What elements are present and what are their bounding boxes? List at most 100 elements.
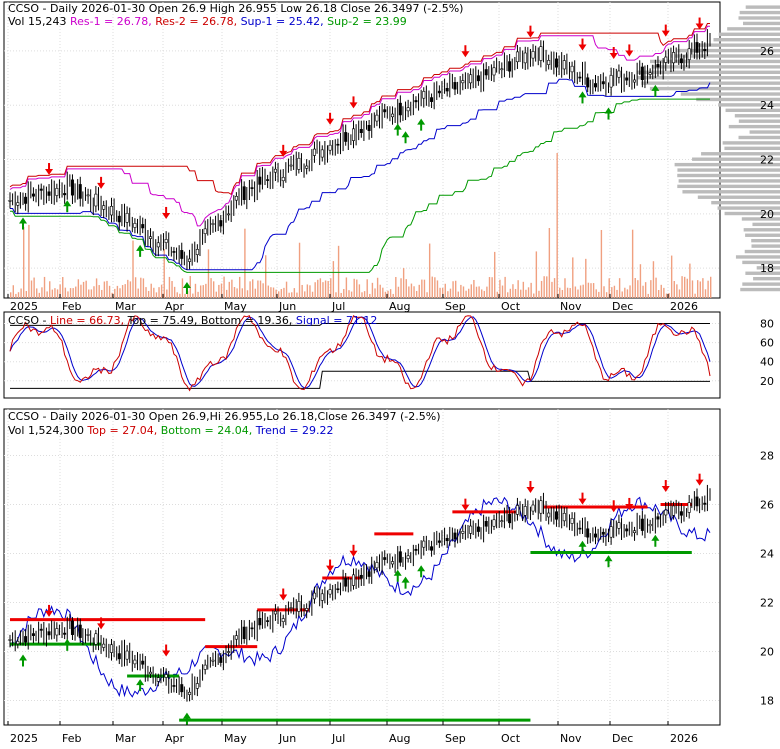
volume-bar: [678, 289, 681, 298]
price-candle: [500, 68, 504, 71]
volume-bar: [179, 293, 181, 298]
volume-bar: [85, 280, 87, 298]
buy-arrow-1-head: [63, 200, 72, 207]
price-candle: [117, 653, 121, 660]
volume-bar: [228, 281, 230, 298]
trend-sell-arrow-1-head: [97, 623, 106, 630]
buy-arrow-8-head: [604, 107, 613, 114]
volume-bar: [462, 286, 465, 298]
volume-bar: [23, 226, 25, 298]
profile-bar: [745, 5, 780, 9]
price-candle: [266, 620, 270, 622]
volume-bar: [600, 229, 603, 298]
trend-sell-arrow-4-head: [326, 565, 335, 572]
volume-bar: [275, 289, 277, 298]
profile-bar: [717, 206, 780, 210]
price-candle: [515, 51, 519, 63]
volume-bar: [660, 284, 662, 298]
volume-bar: [428, 243, 431, 298]
y-tick-80: 80: [760, 317, 774, 330]
price-candle: [24, 196, 28, 204]
sell-arrow-7-head: [526, 31, 535, 38]
buy-arrow-5-head: [401, 131, 410, 138]
price-candle: [648, 72, 652, 75]
sell-arrow-9-head: [609, 52, 618, 59]
volume-bar: [631, 229, 634, 298]
price-candle: [211, 223, 215, 225]
profile-bar: [742, 282, 780, 286]
volume-bar: [140, 277, 142, 298]
price-candle: [211, 659, 215, 662]
volume-bar: [366, 279, 368, 298]
price-candle: [687, 502, 691, 513]
price-candle: [188, 258, 192, 262]
price-candle: [102, 205, 106, 210]
volume-bar: [186, 290, 189, 298]
price-candle: [47, 191, 51, 196]
price-candle: [687, 48, 691, 60]
volume-bar: [644, 282, 647, 298]
volume-bar: [657, 290, 660, 298]
price-candle: [570, 65, 574, 73]
volume-bar: [64, 287, 67, 298]
volume-bar: [663, 287, 665, 298]
price-candle: [648, 523, 652, 527]
profile-bar: [678, 179, 780, 183]
volume-bar: [293, 288, 296, 298]
price-candle: [601, 81, 605, 85]
panel2-legend: CCSO - Line = 66.73, Top = 75.49, Bottom…: [8, 314, 377, 327]
month-label-5: Jun: [278, 300, 296, 313]
price-candle: [125, 650, 129, 660]
volume-bar: [598, 291, 600, 298]
price-candle: [227, 213, 231, 216]
price-candle: [437, 540, 441, 543]
volume-bar: [194, 283, 197, 298]
y-tick-22: 22: [760, 154, 774, 167]
volume-bar: [533, 293, 535, 298]
sell-arrow-6-head: [461, 51, 470, 58]
volume-bar: [238, 276, 241, 298]
volume-bar: [413, 286, 415, 298]
profile-bar: [742, 260, 780, 265]
volume-bar: [704, 289, 707, 298]
y-tick-28: 28: [760, 450, 774, 463]
panel1-title: CCSO - Daily 2026-01-30 Open 26.9 High 2…: [8, 2, 463, 15]
price-candle: [39, 188, 43, 191]
volume-bar: [382, 287, 384, 298]
price-candle: [141, 660, 145, 665]
volume-bar: [522, 281, 525, 298]
price-candle: [78, 184, 82, 199]
volume-bar: [75, 286, 77, 298]
volume-bar: [670, 255, 673, 298]
price-candle: [562, 60, 566, 70]
volume-bar: [540, 280, 543, 298]
price-candle: [375, 562, 379, 569]
trend-sell-arrow-7-head: [526, 486, 535, 493]
volume-bar: [478, 286, 480, 298]
volume-bar: [512, 284, 514, 298]
price-candle: [133, 659, 137, 665]
price-candle: [312, 592, 316, 600]
volume-bar: [592, 283, 595, 298]
price-candle: [203, 664, 207, 670]
price-candle: [422, 540, 426, 548]
y-tick-20: 20: [760, 375, 774, 388]
volume-bar: [199, 285, 202, 298]
price-candle: [695, 496, 699, 507]
volume-bar: [184, 293, 186, 298]
volume-bar: [694, 293, 696, 298]
month-label-8: Sep: [445, 732, 466, 745]
volume-bar: [288, 292, 290, 298]
trend-buy-arrow-0-head: [19, 654, 28, 661]
volume-bar: [345, 277, 348, 298]
price-candle: [242, 186, 246, 200]
price-candle: [594, 83, 598, 88]
price-candle: [398, 551, 402, 563]
price-candle: [70, 620, 74, 635]
volume-bar: [160, 284, 163, 298]
profile-bar: [674, 162, 780, 167]
price-candle: [320, 149, 324, 158]
volume-bar: [259, 280, 262, 298]
price-candle: [188, 691, 192, 695]
volume-bar: [202, 285, 204, 298]
